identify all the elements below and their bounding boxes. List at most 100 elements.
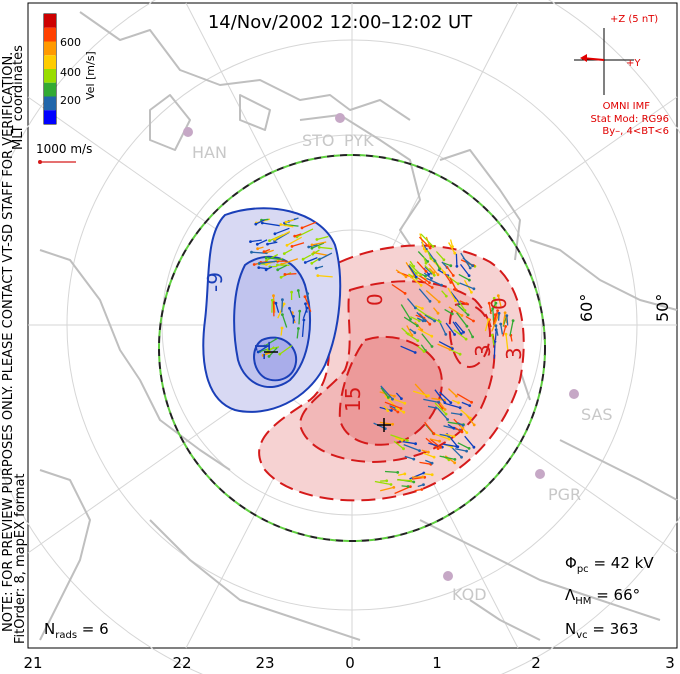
velocity-vector-origin [437, 300, 441, 304]
velocity-vector [416, 311, 426, 322]
velocity-vector-origin [412, 457, 416, 461]
velocity-vector [408, 263, 422, 276]
velocity-vector-origin [450, 312, 454, 316]
velocity-vector-origin [448, 348, 452, 351]
colorbar-title: Vel [m/s] [84, 51, 97, 100]
velocity-vector-origin [451, 274, 455, 277]
velocity-vector [380, 387, 389, 398]
velocity-vector-origin [470, 400, 473, 404]
velocity-vector-origin [402, 447, 405, 451]
velocity-vector [302, 254, 312, 260]
radar-stations: HAN STO PYK SAS PGR KOD [183, 113, 613, 604]
velocity-vector [408, 264, 417, 278]
velocity-vector-origin [403, 401, 407, 405]
velocity-vector-origin [310, 246, 314, 250]
hm-boundary [158, 154, 546, 542]
velocity-vector-origin [469, 416, 472, 420]
velocity-vector-origin [274, 301, 278, 305]
velocity-vector-origin [268, 239, 271, 243]
velocity-vector [465, 315, 474, 322]
velocity-vector-origin [430, 277, 433, 280]
velocity-vector-origin [430, 345, 434, 348]
contour-label-neg-inner: -1 [251, 340, 275, 360]
velocity-vector [274, 227, 290, 235]
mlt-axis: 21 22 23 0 1 2 3 [23, 654, 674, 672]
velocity-vector [288, 308, 295, 322]
velocity-vector-origin [497, 311, 501, 315]
velocity-vector [448, 306, 463, 317]
imf-text: +Z (5 nT) +Y OMNI IMF Stat Mod: RG96 By–… [590, 14, 669, 137]
coordinates-label: MLT coordinates [11, 45, 26, 150]
velocity-vector-origin [311, 252, 314, 256]
velocity-vector-origin [487, 318, 490, 321]
velocity-vector [390, 434, 408, 442]
velocity-vector [459, 282, 475, 290]
velocity-vector [401, 327, 409, 335]
velocity-vector-origin [451, 245, 454, 249]
velocity-vector-origin [449, 401, 453, 404]
mlt-tick-23: 23 [255, 654, 274, 672]
vector-scale-label: 1000 m/s [36, 142, 92, 156]
velocity-vector-origin [447, 437, 451, 441]
velocity-vector [456, 312, 468, 327]
velocity-vector [308, 244, 318, 248]
velocity-vector [403, 443, 420, 452]
velocity-vector [418, 236, 431, 249]
velocity-vector [448, 242, 456, 254]
velocity-vector-origin [310, 261, 314, 265]
velocity-vector-origin [270, 298, 274, 302]
velocity-vector [488, 303, 492, 315]
velocity-vector [491, 335, 495, 346]
velocity-vector-origin [279, 223, 283, 226]
velocity-vector [395, 407, 405, 413]
velocity-vector [458, 273, 470, 281]
imf-model: Stat Mod: RG96 [590, 114, 669, 125]
velocity-vector [456, 304, 469, 316]
velocity-vector-origin [414, 442, 417, 446]
velocity-vector-origin [457, 401, 460, 405]
velocity-vector-origin [451, 347, 454, 350]
potential-maximum-marker [377, 418, 391, 432]
velocity-vector-origin [505, 314, 509, 317]
velocity-vector [284, 273, 297, 276]
velocity-vector-origin [402, 410, 406, 414]
velocity-vector-origin [421, 475, 425, 479]
velocity-vector-origin [280, 326, 284, 330]
velocity-vector [251, 251, 268, 254]
velocity-vector-origin [392, 486, 396, 489]
contour-label-pos-dawn: 0 [487, 297, 511, 310]
velocity-vector-origin [386, 409, 390, 412]
velocity-vector [425, 290, 440, 303]
velocity-vector [445, 433, 455, 438]
stat-n-rads: Nrads = 6 [44, 620, 109, 641]
velocity-vector-origin [434, 406, 438, 410]
radar-marker-han [183, 127, 193, 137]
velocity-vector [421, 333, 433, 347]
velocity-vector-origin [468, 404, 472, 407]
velocity-vector-origin [419, 283, 423, 287]
velocity-vector-origin [281, 298, 284, 302]
velocity-vector [285, 224, 299, 227]
colorbar-swatch [44, 27, 56, 42]
imf-z-label: +Z (5 nT) [610, 14, 658, 25]
velocity-vector [301, 319, 305, 337]
velocity-vector [281, 299, 284, 313]
velocity-vector [317, 274, 333, 278]
velocity-vector [428, 263, 439, 276]
velocity-vector-origin [465, 431, 469, 434]
velocity-vector [384, 470, 398, 474]
velocity-vector [444, 308, 453, 315]
velocity-vector [445, 265, 454, 276]
velocity-vector [450, 278, 457, 290]
velocity-vector [257, 344, 270, 353]
velocity-vector-origin [443, 271, 446, 275]
velocity-vector-origin [290, 245, 294, 248]
velocity-vector-origin [267, 355, 271, 358]
velocity-vector-origin [317, 246, 321, 249]
velocity-vector-origin [300, 226, 304, 230]
velocity-vector-origin [458, 352, 462, 356]
velocity-vector [457, 442, 470, 449]
velocity-vector [311, 242, 325, 249]
velocity-vector-origin [438, 320, 442, 324]
